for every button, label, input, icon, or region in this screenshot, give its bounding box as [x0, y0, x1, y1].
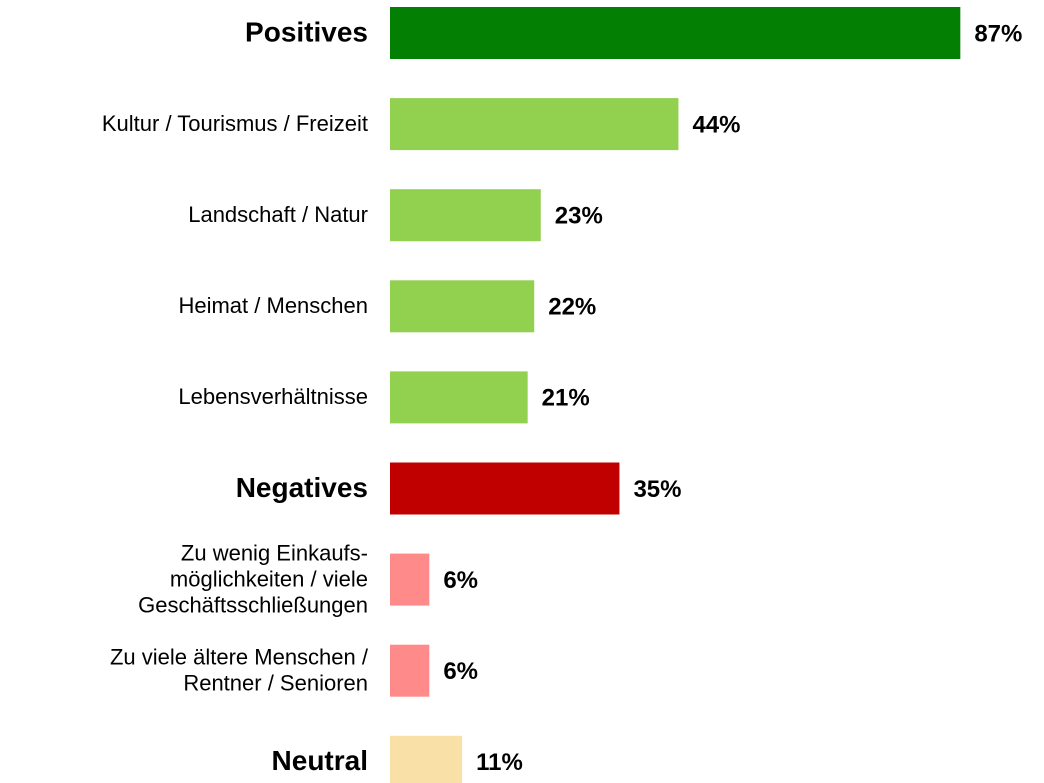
value-label: 6% — [443, 658, 478, 685]
category-label: Positives — [245, 16, 368, 47]
bar — [390, 98, 679, 151]
category-label: Zu viele ältere Menschen / Rentner / Seni… — [110, 645, 369, 696]
category-label: Lebensverhältnisse — [178, 384, 368, 409]
value-label: 23% — [555, 203, 603, 230]
category-label: Kultur / Tourismus / Freizeit — [102, 111, 368, 136]
category-label: Heimat / Menschen — [178, 293, 368, 318]
value-label: 44% — [692, 111, 740, 138]
category-label: Landschaft / Natur — [188, 202, 368, 227]
value-label: 35% — [633, 476, 681, 503]
value-label: 87% — [974, 20, 1022, 47]
bar — [390, 553, 430, 606]
bar — [390, 189, 541, 242]
value-label: 6% — [443, 567, 478, 594]
bar — [390, 462, 620, 515]
value-label: 21% — [542, 385, 590, 412]
bar — [390, 644, 430, 697]
bar — [390, 280, 535, 333]
value-label: 22% — [548, 294, 596, 321]
bar — [390, 371, 528, 424]
bar — [390, 7, 961, 59]
value-label: 11% — [476, 749, 523, 776]
category-label: Zu wenig Einkaufs-möglichkeiten / viele G… — [138, 540, 368, 617]
category-label: Negatives — [236, 472, 368, 503]
category-label: Neutral — [272, 745, 368, 776]
bar — [390, 735, 463, 783]
